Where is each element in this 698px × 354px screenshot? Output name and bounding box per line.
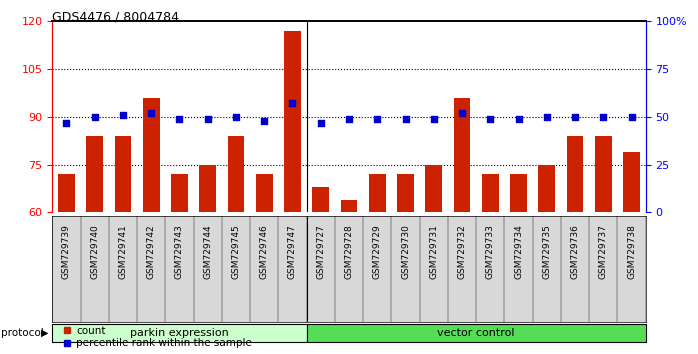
Text: GSM729746: GSM729746 [260, 224, 269, 279]
Text: GSM729729: GSM729729 [373, 224, 382, 279]
Bar [255, 174, 273, 212]
Text: GSM729733: GSM729733 [486, 224, 495, 279]
Text: GSM729740: GSM729740 [90, 224, 99, 279]
Text: GSM729731: GSM729731 [429, 224, 438, 279]
Point [626, 114, 637, 120]
Bar [171, 174, 188, 212]
Text: GSM729728: GSM729728 [345, 224, 353, 279]
Bar [87, 136, 103, 212]
Bar [58, 174, 75, 212]
Bar [228, 136, 244, 212]
Bar [595, 136, 611, 212]
Bar [341, 200, 357, 212]
Text: GSM729732: GSM729732 [457, 224, 466, 279]
Text: parkin expression: parkin expression [130, 328, 229, 338]
Point [202, 116, 214, 121]
Bar [306, 324, 646, 342]
Text: ▶: ▶ [40, 328, 48, 338]
Point [174, 116, 185, 121]
Bar [510, 174, 527, 212]
Point [371, 116, 383, 121]
Text: GSM729744: GSM729744 [203, 224, 212, 279]
Point [259, 118, 270, 124]
Point [484, 116, 496, 121]
Bar [397, 174, 414, 212]
Text: GSM729735: GSM729735 [542, 224, 551, 279]
Point [117, 112, 128, 118]
Bar [284, 31, 301, 212]
Text: GSM729730: GSM729730 [401, 224, 410, 279]
Legend: count, percentile rank within the sample: count, percentile rank within the sample [57, 322, 256, 352]
Point [400, 116, 411, 121]
Point [541, 114, 552, 120]
Point [513, 116, 524, 121]
Bar [454, 98, 470, 212]
Text: GSM729743: GSM729743 [175, 224, 184, 279]
Text: GSM729739: GSM729739 [62, 224, 71, 279]
Point [315, 120, 327, 125]
Text: GSM729741: GSM729741 [119, 224, 128, 279]
Point [428, 116, 439, 121]
Text: protocol: protocol [1, 328, 44, 338]
Bar [312, 187, 329, 212]
Point [146, 110, 157, 116]
Point [597, 114, 609, 120]
Text: GSM729742: GSM729742 [147, 224, 156, 279]
Text: GSM729745: GSM729745 [232, 224, 241, 279]
Bar [369, 174, 386, 212]
Point [456, 110, 468, 116]
Point [230, 114, 242, 120]
Point [61, 120, 72, 125]
Text: vector control: vector control [438, 328, 515, 338]
Text: GSM729727: GSM729727 [316, 224, 325, 279]
Text: GSM729747: GSM729747 [288, 224, 297, 279]
Bar [567, 136, 584, 212]
Point [343, 116, 355, 121]
Bar [482, 174, 499, 212]
Bar [538, 165, 555, 212]
Bar [52, 324, 306, 342]
Bar [199, 165, 216, 212]
Bar [623, 152, 640, 212]
Text: GSM729738: GSM729738 [627, 224, 636, 279]
Point [89, 114, 101, 120]
Point [570, 114, 581, 120]
Text: GDS4476 / 8004784: GDS4476 / 8004784 [52, 11, 179, 24]
Text: GSM729736: GSM729736 [570, 224, 579, 279]
Bar [425, 165, 443, 212]
Text: GSM729737: GSM729737 [599, 224, 608, 279]
Bar [114, 136, 131, 212]
Text: GSM729734: GSM729734 [514, 224, 523, 279]
Bar [143, 98, 160, 212]
Point [287, 101, 298, 106]
